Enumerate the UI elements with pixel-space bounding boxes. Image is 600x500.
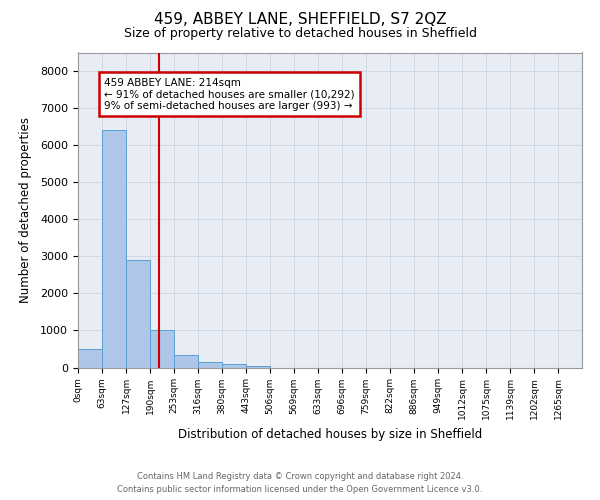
- Bar: [78, 349, 102, 368]
- Bar: [246, 366, 270, 368]
- Text: Contains HM Land Registry data © Crown copyright and database right 2024.
Contai: Contains HM Land Registry data © Crown c…: [118, 472, 482, 494]
- Bar: [222, 364, 246, 368]
- Bar: [198, 362, 222, 368]
- Bar: [150, 330, 174, 368]
- Bar: [126, 260, 150, 368]
- Text: 459 ABBEY LANE: 214sqm
← 91% of detached houses are smaller (10,292)
9% of semi-: 459 ABBEY LANE: 214sqm ← 91% of detached…: [104, 78, 355, 111]
- Y-axis label: Number of detached properties: Number of detached properties: [19, 117, 32, 303]
- Bar: [102, 130, 126, 368]
- Text: 459, ABBEY LANE, SHEFFIELD, S7 2QZ: 459, ABBEY LANE, SHEFFIELD, S7 2QZ: [154, 12, 446, 28]
- Bar: [174, 354, 198, 368]
- Text: Size of property relative to detached houses in Sheffield: Size of property relative to detached ho…: [124, 28, 476, 40]
- X-axis label: Distribution of detached houses by size in Sheffield: Distribution of detached houses by size …: [178, 428, 482, 440]
